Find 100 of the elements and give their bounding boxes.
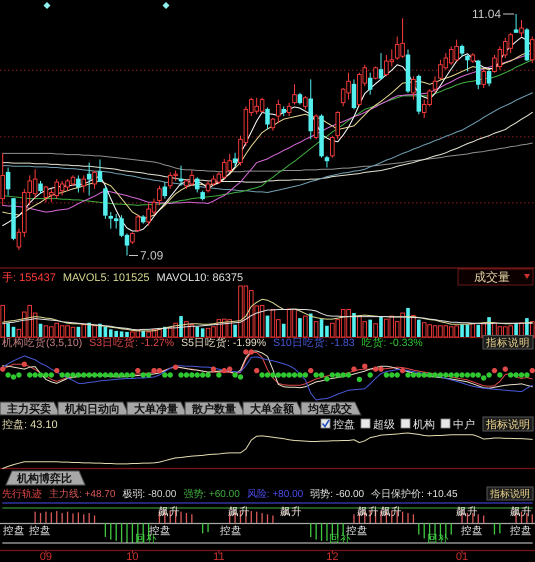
bar [303,316,308,338]
series-label: 强势: +60.00 [183,488,240,500]
candlestick [136,214,140,233]
text: 大单金额 [250,402,295,416]
candlestick [368,72,372,96]
series-label: 吃货: -0.33% [362,337,423,349]
text: 弱势: -60.00 [310,488,365,500]
annotation: 飙升 [380,505,402,518]
candlestick [286,102,292,117]
candlestick [486,69,492,87]
bar [373,323,378,338]
candlestick [178,165,184,186]
candlestick [432,76,438,94]
candlestick [98,159,102,183]
candlestick [276,99,281,124]
annotation: 7.09 [140,248,164,262]
candlestick [108,212,114,230]
bar [233,324,237,337]
candlestick [476,59,481,90]
candlestick [200,190,205,201]
candlestick [157,185,162,206]
candlestick [82,174,86,194]
annotation: 控盘 [29,525,51,537]
text: 主力买卖 [6,402,51,416]
bar [200,328,204,337]
bar [476,324,480,337]
bar [314,321,318,338]
text: 今日保护价: +10.45 [371,488,458,500]
text: MAVOL5: 101525 [62,272,150,284]
annotation: 控盘 [461,525,483,537]
candlestick [470,52,476,64]
series-label: 主力线: +48.70 [49,488,116,500]
candlestick [411,76,416,100]
candlestick [232,152,238,168]
series-label: 手: 155437 [2,271,56,284]
bar [179,316,183,337]
x-tick-label: 01 [456,551,468,562]
text: MAVOL10: 86375 [156,272,244,284]
bar [0,304,5,338]
candlestick [6,166,10,196]
candlestick [373,66,378,80]
annotation: 飙升 [456,505,478,518]
bar [82,324,86,338]
text: 均笔成交 [307,402,352,416]
candlestick [460,44,464,57]
text: 超级 [373,419,395,431]
candlestick [130,232,135,244]
text: 机构 [413,419,435,431]
chart-title: 成交量 [474,270,510,284]
annotation: 飙升 [280,505,302,518]
candlestick [38,180,43,194]
annotation: 控盘 [510,525,532,537]
candlestick [481,69,486,88]
candlestick [86,162,92,196]
bar [417,320,421,337]
chart-title: 机构博弈比 [16,472,72,485]
candlestick [336,110,340,140]
candlestick [303,95,308,110]
candlestick [0,152,5,206]
candlestick [324,155,330,168]
bar [92,325,97,338]
bar [114,330,118,337]
annotation: 回补 [427,532,449,545]
candlestick [92,170,97,190]
text: 指标说明 [485,419,530,431]
annotation: 飙升 [158,505,180,518]
bar [298,318,302,337]
x-tick-label: 09 [40,551,52,562]
candlestick [378,52,384,80]
text: 大单净量 [134,402,178,416]
candlestick [76,174,81,194]
candlestick [514,14,518,34]
candlestick [292,84,297,105]
annotation: 11.04 [472,7,502,21]
annotation: 飙升 [357,505,379,518]
candlestick [270,117,276,132]
candlestick [298,92,302,105]
candlestick [352,78,356,110]
text: 机构日动向 [64,402,120,416]
x-tick-label: 11 [213,551,225,562]
text: 极弱: -80.00 [121,488,177,500]
text: 指标说明 [489,488,530,500]
series-label: S5日吃货: -1.99% [181,337,266,349]
bar [108,329,113,337]
bar [368,320,372,337]
text: 控盘: 43.10 [2,419,58,431]
x-tick-label: 12 [326,551,338,562]
series-label: 风险: +80.00 [246,488,304,500]
candlestick [265,107,270,130]
candlestick [465,54,470,72]
candlestick [314,114,318,140]
series-label: S10日吃货: -1.83 [273,337,355,349]
bar [282,324,286,337]
x-tick-label: 10 [126,551,139,562]
bar [76,326,80,337]
annotation: 控盘 [149,525,171,537]
candlestick [281,106,286,117]
bar [266,316,270,337]
bar [195,326,200,337]
bar [406,308,410,337]
